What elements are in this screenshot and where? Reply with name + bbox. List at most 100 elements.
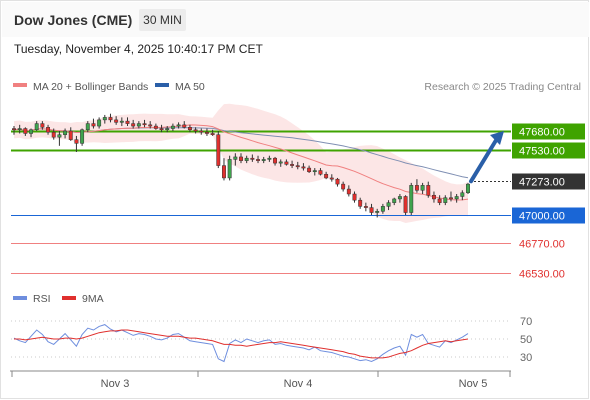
pivot-label-box (512, 207, 585, 224)
ma20-legend-label: MA 20 + Bollinger Bands (33, 81, 148, 93)
candle-body (363, 206, 368, 208)
x-tick-label: Nov 3 (101, 378, 130, 390)
candle-body (12, 128, 16, 131)
candle-body (403, 196, 408, 213)
candle-body (244, 157, 249, 161)
moving-averages (13, 124, 469, 201)
candle-body (136, 123, 141, 127)
candle-body (227, 159, 232, 179)
candle-body (153, 125, 158, 129)
candle-body (290, 164, 295, 166)
candles (12, 113, 470, 218)
candle-body (85, 123, 90, 131)
timeframe-button[interactable]: 30 MIN (139, 9, 186, 31)
candle-body (312, 170, 317, 173)
candle-body (369, 207, 374, 213)
candle-body (34, 123, 39, 131)
candle-body (80, 129, 85, 144)
candle-body (216, 134, 221, 166)
candle-body (454, 196, 459, 200)
ma50-legend-label: MA 50 (175, 81, 205, 93)
resistance-label-box (512, 123, 585, 140)
candle-body (51, 131, 56, 138)
candle-body (23, 128, 28, 134)
resistance-label-box (512, 142, 585, 159)
rsi-tick-label: 50 (520, 334, 532, 346)
candle-body (420, 185, 425, 191)
candle-body (193, 129, 198, 132)
candle-body (204, 131, 209, 134)
candle-body (449, 197, 453, 200)
candle-body (301, 166, 306, 169)
candle-body (307, 167, 312, 173)
candle-body (386, 202, 391, 207)
candle-body (142, 123, 147, 126)
support-label: 46770.00 (519, 239, 565, 251)
candle-body (278, 161, 283, 164)
header-bar: Dow Jones (CME) 30 MIN (2, 2, 589, 37)
pivot-label: 47000.00 (519, 211, 565, 223)
candle-body (63, 130, 68, 135)
timestamp: Tuesday, November 4, 2025 10:40:17 PM CE… (14, 42, 263, 56)
ma9-legend-swatch (62, 296, 76, 300)
candle-body (119, 120, 124, 123)
candle-body (341, 183, 346, 190)
candle-body (233, 156, 238, 160)
candle-body (46, 127, 51, 133)
candle-body (437, 198, 442, 203)
candle-body (392, 198, 397, 203)
forecast-arrow (469, 131, 504, 184)
candle-body (68, 130, 73, 140)
candle-body (318, 170, 323, 175)
candle-body (380, 206, 385, 212)
resistance-label: 47530.00 (519, 146, 565, 158)
rsi-line (13, 324, 469, 363)
candle-body (148, 124, 153, 127)
candle-body (267, 157, 272, 160)
candle-body (352, 193, 357, 201)
rsi-panel: 70 50 30 (11, 316, 532, 364)
x-tick-label: Nov 4 (284, 378, 313, 390)
candle-body (239, 156, 243, 161)
current-price-label: 47273.00 (519, 177, 565, 189)
candle-body (131, 123, 136, 127)
candle-body (397, 196, 402, 200)
bollinger-band (14, 103, 468, 223)
ma20-line (13, 124, 469, 201)
candle-body (170, 125, 175, 129)
credit-text: Research © 2025 Trading Central (424, 81, 581, 93)
candle-body (414, 185, 419, 191)
candle-body (443, 197, 448, 203)
rsi-legend-swatch (13, 296, 27, 300)
ma20-legend-swatch (13, 83, 27, 87)
candle-body (210, 133, 215, 135)
forecast-arrow-shaft (469, 135, 500, 184)
candle-body (295, 165, 300, 168)
candle-body (91, 123, 96, 127)
candle-body (256, 159, 260, 161)
candle-body (284, 161, 289, 165)
candle-body (431, 194, 436, 200)
candle-body (460, 192, 465, 197)
candle-body (159, 128, 164, 131)
forecast-arrow-head (490, 131, 504, 145)
candle-body (29, 129, 33, 134)
bollinger-band-area (14, 103, 468, 223)
candle-body (176, 124, 181, 127)
candle-body (222, 165, 226, 179)
candle-body (199, 130, 204, 133)
candle-body (346, 188, 351, 195)
current-price-label-box (512, 173, 585, 190)
rsi-ma9-line (14, 329, 469, 359)
candle-body (165, 128, 170, 131)
candle-body (97, 119, 102, 127)
candle-body (125, 120, 130, 124)
instrument-title: Dow Jones (CME) (14, 12, 133, 28)
candle-body (426, 185, 431, 196)
candle-body (329, 177, 334, 180)
rsi-legend-label: RSI (33, 293, 51, 305)
rsi-tick-label: 70 (520, 316, 532, 328)
candle-body (187, 127, 192, 131)
candle-body (324, 173, 329, 179)
